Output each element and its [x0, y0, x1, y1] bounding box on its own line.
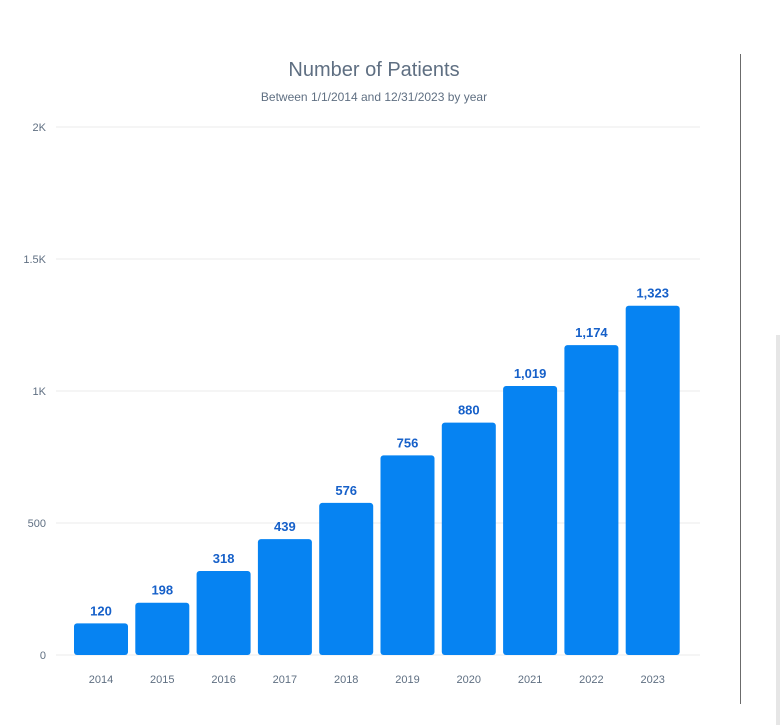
bar[interactable]	[564, 345, 619, 655]
bars	[74, 305, 680, 655]
data-label: 1,323	[636, 286, 669, 301]
y-tick-label: 500	[28, 518, 46, 530]
data-label: 1,019	[514, 366, 547, 381]
data-label: 880	[458, 403, 480, 418]
data-label: 1,174	[575, 325, 608, 340]
bar[interactable]	[319, 502, 374, 655]
x-tick-label: 2016	[211, 674, 235, 686]
x-tick-label: 2022	[579, 674, 603, 686]
y-tick-label: 2K	[33, 122, 47, 134]
x-tick-label: 2015	[150, 674, 174, 686]
x-tick-label: 2019	[395, 674, 419, 686]
data-label: 318	[213, 551, 235, 566]
x-tick-label: 2018	[334, 674, 358, 686]
x-tick-label: 2020	[457, 674, 481, 686]
scrollbar-track[interactable]	[776, 335, 780, 725]
bar[interactable]	[74, 623, 128, 655]
bar[interactable]	[380, 455, 435, 655]
data-labels: 120 198 318 439 576 756 880 1,019 1,174 1,323	[90, 286, 669, 619]
x-tick-label: 2021	[518, 674, 542, 686]
bar[interactable]	[196, 571, 251, 655]
x-tick-label: 2017	[273, 674, 297, 686]
bar[interactable]	[503, 385, 558, 655]
bar[interactable]	[441, 422, 496, 655]
data-label: 439	[274, 519, 296, 534]
y-tick-label: 0	[40, 650, 46, 662]
y-tick-label: 1.5K	[23, 254, 46, 266]
data-label: 756	[397, 435, 419, 450]
axes: 0 500 1K 1.5K 2K 2014 2015 2016 2017 2018 2019 2020…	[23, 122, 665, 686]
chart-subtitle: Between 1/1/2014 and 12/31/2023 by year	[261, 90, 487, 104]
bar[interactable]	[135, 602, 190, 655]
data-label: 120	[90, 603, 112, 618]
x-tick-label: 2014	[89, 674, 113, 686]
data-label: 198	[151, 583, 173, 598]
panel-divider	[740, 54, 741, 704]
chart-title: Number of Patients	[288, 59, 459, 81]
data-label: 576	[335, 483, 357, 498]
x-tick-label: 2023	[640, 674, 664, 686]
bar[interactable]	[257, 539, 312, 655]
y-tick-label: 1K	[33, 386, 47, 398]
bar[interactable]	[625, 305, 680, 655]
